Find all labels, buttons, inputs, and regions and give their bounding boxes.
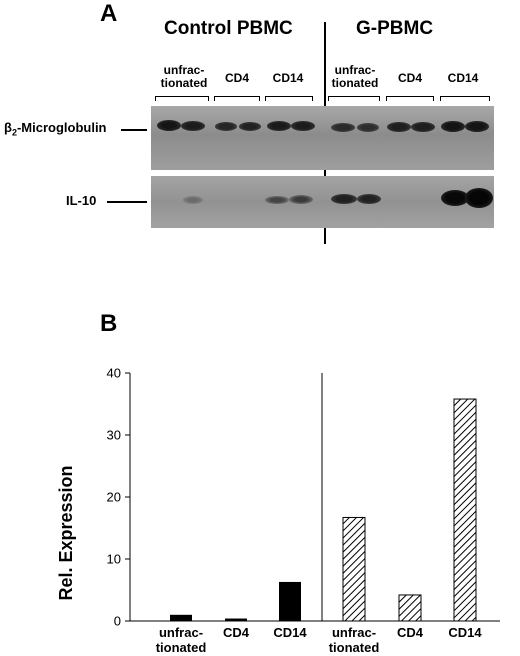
x-tick-label: CD14 — [250, 625, 330, 640]
row-pointer-line — [107, 201, 147, 203]
y-tick-label: 0 — [114, 614, 121, 629]
row-label-b2-microglobulin: β2-Microglobulin — [4, 120, 107, 138]
row-label-rest: -Microglobulin — [16, 120, 107, 135]
lane-label-line: tionated — [331, 76, 379, 90]
lane-label-g-cd14: CD14 — [438, 72, 488, 85]
x-tick-label-line: CD4 — [396, 625, 423, 640]
y-tick-label: 40 — [107, 366, 121, 381]
lane-label-line: CD14 — [272, 71, 304, 85]
y-tick-label: 20 — [107, 490, 121, 505]
bar-chart: Rel. Expression 0 10 20 30 40 — [56, 366, 500, 629]
gel-band — [239, 122, 261, 131]
panel-a-letter: A — [100, 0, 118, 27]
row-label-subscript: 2 — [11, 127, 17, 138]
x-tick-label: CD4 — [196, 625, 276, 640]
bar — [342, 516, 366, 622]
bar — [279, 581, 301, 621]
row-label-main: IL-10 — [66, 193, 97, 208]
gel-band — [289, 195, 313, 204]
y-tick-label: 30 — [107, 428, 121, 443]
row-pointer-line — [121, 129, 147, 131]
gel-band — [181, 121, 205, 131]
gel-band — [465, 188, 493, 208]
gel-band — [267, 121, 291, 131]
y-axis-label: Rel. Expression — [56, 465, 76, 600]
lane-label-control-cd4: CD4 — [214, 72, 260, 85]
gel-band — [183, 196, 203, 204]
lane-label-control-cd14: CD14 — [264, 72, 312, 85]
x-tick-label: CD4 — [370, 625, 450, 640]
gel-band — [465, 121, 489, 132]
lane-bracket — [155, 96, 209, 101]
x-tick-label-line: unfrac- — [331, 625, 377, 640]
axes — [129, 373, 500, 622]
bar — [453, 398, 477, 622]
gel-band — [215, 122, 237, 131]
gel-band — [157, 120, 181, 131]
bar — [225, 618, 247, 621]
group-label-g-pbmc: G-PBMC — [356, 18, 434, 39]
gel-band — [331, 123, 355, 132]
lane-label-line: tionated — [160, 76, 208, 90]
lane-bracket — [214, 96, 260, 101]
lane-bracket — [440, 96, 490, 101]
panel-b-letter: B — [100, 310, 118, 337]
lane-label-line: CD4 — [224, 71, 249, 85]
gel-band — [441, 190, 469, 206]
lane-label-g-unfractionated: unfrac- tionated — [326, 64, 384, 90]
x-tick-label-line: tionated — [155, 640, 207, 655]
gel-strip-b2-microglobulin — [151, 106, 494, 170]
lane-label-line: CD4 — [397, 71, 422, 85]
x-tick-label: unfrac-tionated — [314, 625, 394, 655]
lane-label-control-unfractionated: unfrac- tionated — [155, 64, 213, 90]
gel-band — [265, 196, 289, 204]
gel-strip-il10 — [151, 176, 494, 228]
bars — [170, 398, 477, 622]
gel-band — [331, 194, 357, 204]
x-tick-label: unfrac-tionated — [141, 625, 221, 655]
gel-band — [441, 121, 465, 132]
x-tick-label-line: unfrac- — [158, 625, 204, 640]
gel-band — [357, 194, 381, 204]
lane-bracket — [386, 96, 434, 101]
x-tick-label: CD14 — [425, 625, 505, 640]
lane-bracket — [265, 96, 313, 101]
lane-label-line: unfrac- — [163, 63, 205, 77]
gel-band — [411, 122, 435, 132]
lane-label-line: CD14 — [447, 71, 479, 85]
lane-label-line: unfrac- — [334, 63, 376, 77]
y-axis-ticks: 0 10 20 30 40 — [107, 366, 130, 629]
group-label-control: Control PBMC — [164, 18, 293, 39]
bar — [398, 594, 422, 622]
row-label-il10: IL-10 — [66, 193, 96, 208]
lane-label-g-cd4: CD4 — [386, 72, 434, 85]
x-tick-label-line: CD14 — [273, 625, 307, 640]
x-tick-label-line: CD4 — [222, 625, 249, 640]
gel-band — [291, 121, 315, 131]
gel-band — [357, 123, 379, 132]
bar — [170, 614, 192, 621]
x-tick-label-line: CD14 — [448, 625, 482, 640]
row-label-main: β — [4, 120, 12, 135]
lane-bracket — [328, 96, 380, 101]
y-tick-label: 10 — [107, 552, 121, 567]
x-tick-label-line: tionated — [328, 640, 380, 655]
gel-band — [387, 122, 411, 132]
